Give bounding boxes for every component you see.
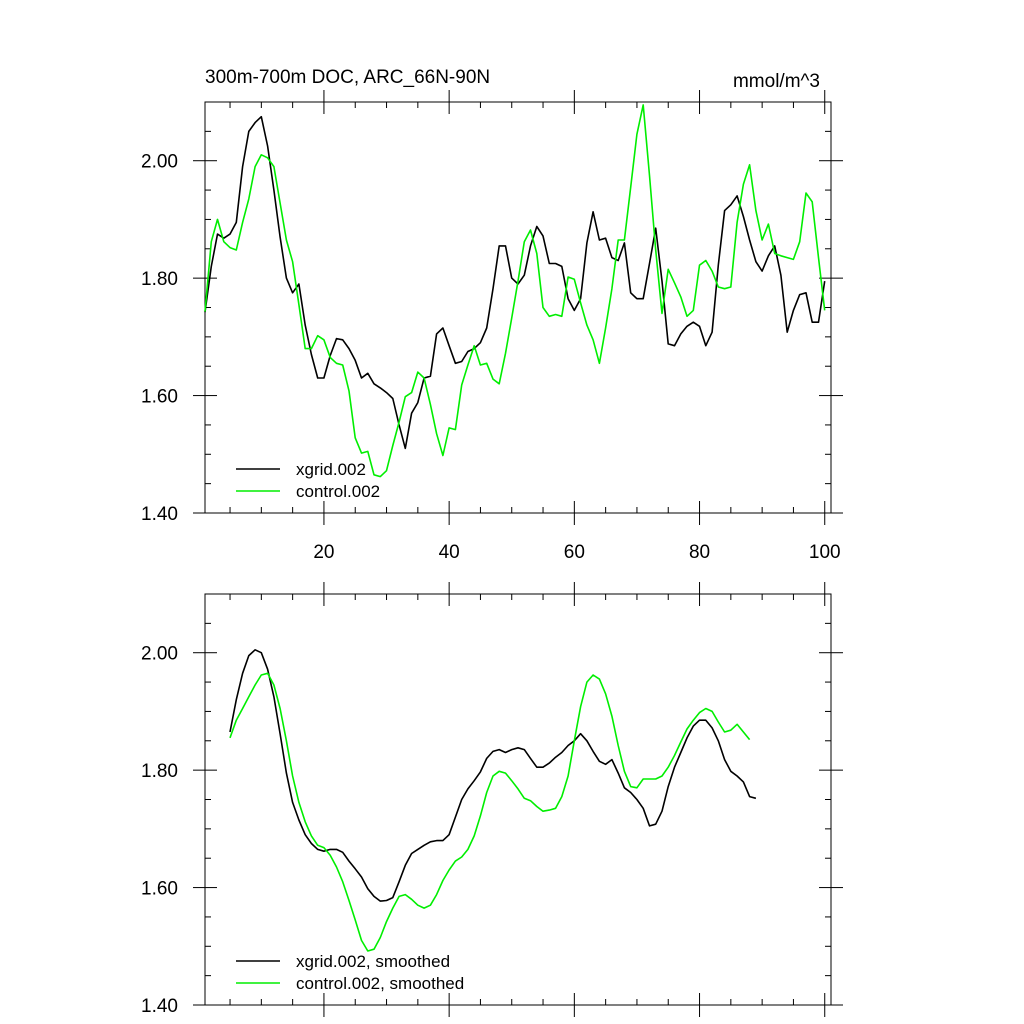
- series-line: [204, 115, 826, 450]
- series-line: [229, 648, 757, 902]
- legend-label: control.002, smoothed: [296, 974, 464, 993]
- series-line: [229, 672, 751, 952]
- legend: xgrid.002, smoothed control.002, smoothed: [236, 952, 464, 993]
- y-tick-label: 1.40: [141, 504, 178, 525]
- legend: xgrid.002 control.002: [236, 460, 380, 501]
- y-tick-label: 2.00: [141, 644, 178, 665]
- x-tick-label: 20: [313, 542, 334, 563]
- bottom-panel: 1.40 1.60 1.80 2.00 xgrid.002, smoothed cont…: [141, 582, 843, 1017]
- x-tick-label: 60: [564, 542, 585, 563]
- chart-title: 300m-700m DOC, ARC_66N-90N: [205, 67, 490, 88]
- series-lines: [204, 104, 826, 478]
- axis-ticks: 20 40 60 80 100 1.40 1.60 1.80 2.00: [141, 90, 843, 563]
- y-tick-label: 1.80: [141, 761, 178, 782]
- legend-label: control.002: [296, 482, 380, 501]
- x-tick-label: 80: [689, 542, 710, 563]
- axis-ticks: 1.40 1.60 1.80 2.00: [141, 582, 843, 1017]
- legend-label: xgrid.002: [296, 460, 366, 479]
- top-panel: 300m-700m DOC, ARC_66N-90N mmol/m^3 20 40…: [141, 67, 843, 563]
- series-line: [204, 104, 826, 478]
- x-tick-label: 100: [809, 542, 841, 563]
- y-tick-label: 1.60: [141, 387, 178, 408]
- legend-label: xgrid.002, smoothed: [296, 952, 450, 971]
- series-lines: [229, 648, 757, 952]
- y-tick-label: 2.00: [141, 152, 178, 173]
- y-tick-label: 1.40: [141, 996, 178, 1017]
- y-tick-label: 1.60: [141, 879, 178, 900]
- x-tick-label: 40: [439, 542, 460, 563]
- units-label: mmol/m^3: [733, 71, 820, 92]
- y-tick-label: 1.80: [141, 269, 178, 290]
